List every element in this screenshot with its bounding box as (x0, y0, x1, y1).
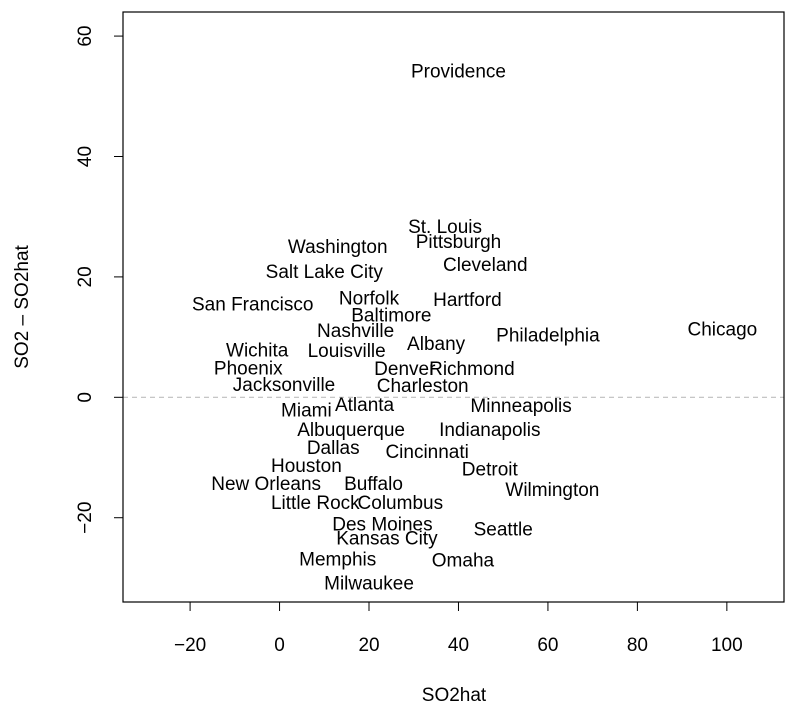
point-label: Salt Lake City (266, 262, 384, 283)
point-label: Norfolk (339, 289, 400, 310)
point-label: Phoenix (214, 359, 283, 380)
x-tick-label: −20 (174, 635, 206, 656)
point-label: Seattle (474, 519, 533, 540)
point-label: Miami (281, 401, 332, 422)
point-label: Milwaukee (324, 573, 414, 594)
point-label: Albany (407, 334, 466, 355)
point-label: Minneapolis (470, 396, 571, 417)
point-label: Detroit (462, 460, 519, 481)
point-label: Providence (411, 62, 506, 83)
point-label: Nashville (317, 321, 394, 342)
point-label: Des Moines (332, 514, 432, 535)
point-label: Denver (374, 359, 436, 380)
point-label: Omaha (432, 551, 495, 572)
point-label: Columbus (358, 493, 444, 514)
y-tick-label: 20 (75, 266, 96, 287)
y-tick-label: 40 (75, 146, 96, 167)
point-label: St. Louis (408, 217, 482, 238)
y-tick-label: −20 (75, 502, 96, 534)
y-tick-label: 0 (75, 392, 96, 403)
point-label: New Orleans (211, 474, 321, 495)
point-label: Indianapolis (439, 420, 540, 441)
point-label: Cincinnati (385, 442, 468, 463)
point-label: Houston (271, 456, 342, 477)
x-tick-label: 20 (358, 635, 379, 656)
point-label: Albuquerque (297, 420, 405, 441)
x-tick-label: 100 (711, 635, 743, 656)
point-label: Memphis (299, 549, 376, 570)
point-label: Richmond (429, 359, 515, 380)
point-label: Atlanta (335, 395, 395, 416)
point-label: Chicago (688, 319, 758, 340)
point-label: Philadelphia (496, 325, 600, 346)
point-label: Dallas (307, 438, 360, 459)
point-label: Wilmington (505, 480, 599, 501)
point-label: Wichita (226, 340, 289, 361)
x-axis: −20 0 20 40 60 80 100 (174, 601, 743, 656)
point-label: Louisville (308, 341, 386, 362)
point-label: Jacksonville (233, 375, 335, 396)
x-tick-label: 80 (627, 635, 648, 656)
point-label: Kansas City (336, 528, 438, 549)
point-label: San Francisco (192, 295, 313, 316)
y-tick-label: 60 (75, 26, 96, 47)
point-label: Hartford (433, 290, 502, 311)
x-tick-label: 40 (448, 635, 469, 656)
point-label: Charleston (377, 376, 469, 397)
point-label: Buffalo (344, 474, 403, 495)
x-tick-label: 60 (537, 635, 558, 656)
point-label: Washington (288, 237, 388, 258)
y-axis: −20 0 20 40 60 (75, 26, 124, 534)
y-axis-label: SO2 – SO2hat (12, 244, 33, 368)
point-label: Cleveland (443, 255, 528, 276)
point-label: Little Rock (271, 493, 360, 514)
point-label: Pittsburgh (416, 232, 502, 253)
x-axis-label: SO2hat (422, 685, 487, 706)
point-label: Baltimore (351, 306, 431, 327)
x-tick-label: 0 (274, 635, 285, 656)
